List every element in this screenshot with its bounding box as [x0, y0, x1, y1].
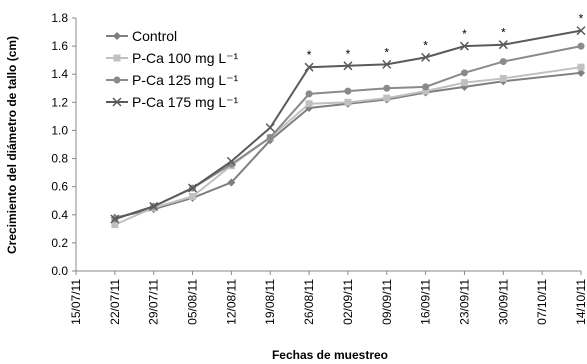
marker: [113, 32, 121, 40]
marker: [189, 193, 197, 201]
marker: [459, 41, 469, 51]
marker: [422, 87, 430, 95]
marker: [265, 123, 275, 133]
y-axis-title: Crecimiento del diámetro de tallo (cm): [5, 36, 19, 254]
marker: [112, 97, 122, 107]
marker: [113, 54, 121, 62]
x-tick-label: 30/09/11: [496, 279, 510, 325]
x-tick-label: 05/08/11: [186, 279, 200, 325]
legend-label: P-Ca 100 mg L⁻¹: [132, 50, 239, 66]
x-tick-label: 07/10/11: [535, 279, 549, 325]
marker: [113, 76, 121, 84]
x-tick-label: 23/09/11: [457, 279, 471, 325]
marker: [498, 40, 508, 50]
x-tick-label: 12/08/11: [224, 279, 238, 325]
legend-label: Control: [132, 28, 177, 44]
marker: [226, 156, 236, 166]
x-axis-title: Fechas de muestreo: [272, 348, 388, 362]
marker: [110, 214, 120, 224]
annotation: *: [579, 12, 584, 26]
x-tick-label: 14/10/11: [574, 279, 587, 325]
marker: [460, 79, 468, 87]
y-tick-label: 0.0: [51, 264, 68, 278]
marker: [304, 62, 314, 72]
annotation: *: [501, 26, 506, 40]
y-tick-label: 1.8: [51, 11, 68, 25]
marker: [305, 90, 313, 98]
series-line: [114, 66, 582, 226]
annotation: *: [462, 27, 467, 41]
y-tick-label: 1.6: [51, 39, 68, 53]
x-tick-label: 02/09/11: [341, 279, 355, 325]
annotation: *: [307, 48, 312, 62]
annotation: *: [423, 38, 428, 52]
y-tick-label: 0.4: [51, 208, 68, 222]
marker: [499, 74, 507, 82]
marker: [111, 221, 119, 229]
marker: [344, 98, 352, 106]
legend-label: P-Ca 125 mg L⁻¹: [132, 72, 239, 88]
series-line: [114, 71, 582, 219]
marker: [266, 133, 274, 141]
y-tick-label: 1.2: [51, 95, 68, 109]
marker: [460, 69, 468, 77]
marker: [577, 63, 585, 71]
marker: [227, 178, 236, 187]
marker: [576, 26, 586, 36]
legend-label: P-Ca 175 mg L⁻¹: [132, 94, 239, 110]
x-tick-label: 09/09/11: [380, 279, 394, 325]
marker: [188, 183, 198, 193]
x-tick-label: 26/08/11: [302, 279, 316, 325]
marker: [305, 100, 313, 108]
marker: [422, 83, 430, 91]
y-tick-label: 1.0: [51, 123, 68, 137]
annotation: *: [384, 45, 389, 59]
marker: [383, 84, 391, 92]
x-tick-label: 15/07/11: [69, 279, 83, 325]
marker: [499, 58, 507, 66]
marker: [577, 68, 585, 77]
x-tick-label: 29/07/11: [147, 279, 161, 325]
x-tick-label: 19/08/11: [263, 279, 277, 325]
marker: [343, 61, 353, 71]
marker: [577, 42, 585, 50]
marker: [383, 94, 391, 102]
marker: [149, 201, 159, 211]
series-line: [114, 29, 582, 220]
x-tick-label: 22/07/11: [108, 279, 122, 325]
y-tick-label: 1.4: [51, 67, 68, 81]
y-tick-label: 0.2: [51, 236, 68, 250]
x-tick-label: 16/09/11: [419, 279, 433, 325]
marker: [344, 87, 352, 95]
y-tick-label: 0.8: [51, 152, 68, 166]
marker: [382, 59, 392, 69]
marker: [421, 52, 431, 62]
y-tick-label: 0.6: [51, 180, 68, 194]
annotation: *: [346, 47, 351, 61]
